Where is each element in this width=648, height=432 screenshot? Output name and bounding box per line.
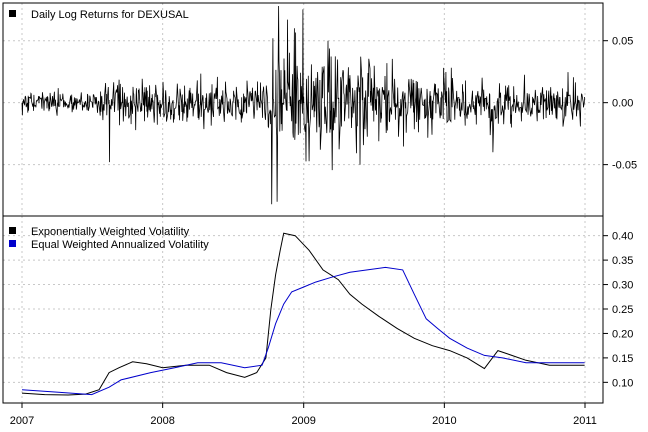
- legend-label: Daily Log Returns for DEXUSAL: [31, 9, 189, 21]
- x-tick-label: 2009: [291, 415, 315, 427]
- legend-swatch: [9, 227, 16, 234]
- returns-y-tick-label: -0.05: [612, 160, 637, 172]
- volatility-y-tick-label: 0.25: [612, 304, 633, 316]
- volatility-y-tick-label: 0.35: [612, 255, 633, 267]
- returns-series: [21, 5, 585, 205]
- volatility-y-tick-label: 0.15: [612, 353, 633, 365]
- exp-weighted-volatility-line: [21, 232, 585, 396]
- daily-log-returns-line: [21, 5, 585, 205]
- equal-weighted-volatility-line: [21, 266, 585, 396]
- volatility-series: [21, 232, 585, 396]
- volatility-y-axis: 0.40 0.35 0.30 0.25 0.20 0.15 0.10: [603, 231, 633, 389]
- volatility-grid: [3, 216, 603, 403]
- returns-grid: [3, 3, 603, 216]
- x-axis: 2007 2008 2009 2010 2011: [10, 403, 597, 427]
- legend-label: Exponentially Weighted Volatility: [31, 226, 190, 238]
- volatility-panel-frame: [2, 215, 604, 404]
- returns-y-tick-label: 0.00: [612, 98, 633, 110]
- returns-y-axis: 0.05 0.00 -0.05: [603, 36, 637, 172]
- x-tick-label: 2011: [573, 415, 597, 427]
- volatility-y-tick-label: 0.30: [612, 280, 633, 292]
- volatility-panel: 0.40 0.35 0.30 0.25 0.20 0.15 0.10 Exponential…: [2, 215, 633, 427]
- x-tick-label: 2010: [432, 415, 456, 427]
- x-tick-label: 2007: [10, 415, 34, 427]
- legend-swatch: [9, 10, 16, 17]
- returns-panel: 0.05 0.00 -0.05 Daily Log Returns for DEXU…: [2, 2, 637, 217]
- legend-label: Equal Weighted Annualized Volatility: [31, 239, 209, 251]
- volatility-y-tick-label: 0.40: [612, 231, 633, 243]
- returns-y-tick-label: 0.05: [612, 36, 633, 48]
- volatility-y-tick-label: 0.10: [612, 377, 633, 389]
- legend-swatch: [9, 240, 16, 247]
- volatility-y-tick-label: 0.20: [612, 328, 633, 340]
- returns-legend: Daily Log Returns for DEXUSAL: [9, 9, 189, 21]
- x-tick-label: 2008: [150, 415, 174, 427]
